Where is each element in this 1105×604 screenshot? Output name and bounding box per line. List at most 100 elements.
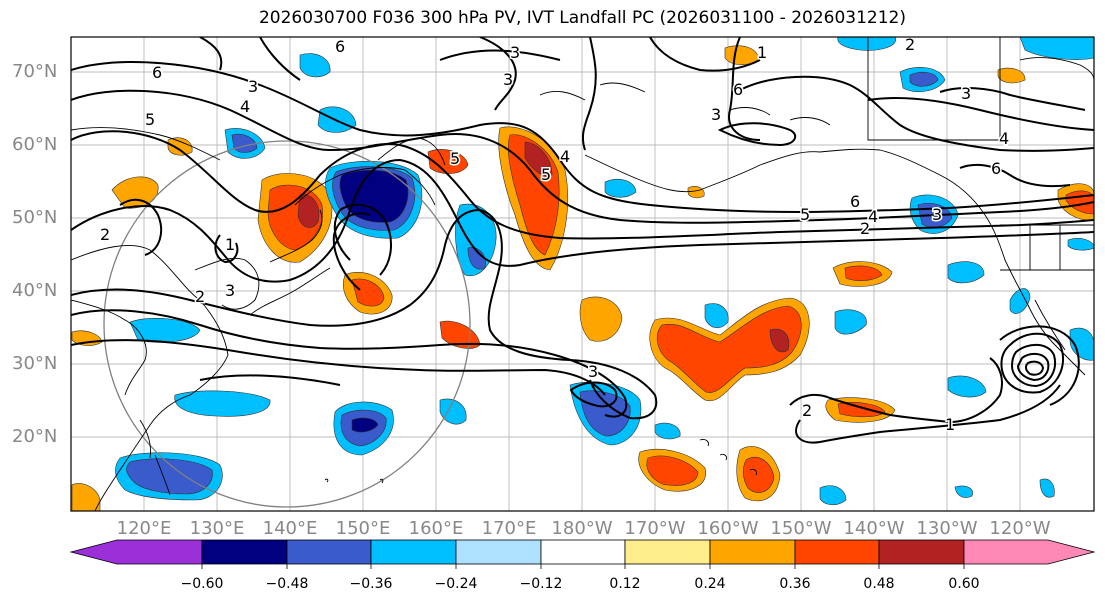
lat-label-40n: 40°N [12, 280, 58, 301]
contour-label: 5 [145, 110, 155, 129]
pv-anomaly-patch [467, 247, 486, 270]
colorbar-segment [286, 539, 372, 565]
pv-anomaly-patch [646, 455, 699, 486]
contour-label: 3 [503, 70, 513, 89]
contour-label: 5 [541, 165, 551, 184]
pv-anomaly-patch [819, 485, 847, 506]
map-panel: 6 3 2 1 5 4 6 3 2 5 3 3 6 4 3 5 3 4 6 5 … [71, 37, 1094, 511]
contour-label: 1 [757, 43, 767, 62]
lon-label: 120°E [116, 518, 172, 539]
colorbar-segment [455, 539, 542, 565]
contour-label: 1 [225, 235, 235, 254]
pv-anomaly-patch [687, 186, 705, 199]
contour-label: 3 [961, 84, 971, 103]
contour-label: 2 [802, 401, 812, 420]
pv-anomaly-patch [111, 176, 159, 209]
lat-label-20n: 20°N [12, 426, 58, 447]
contour-label: 5 [800, 205, 810, 224]
lat-label-70n: 70°N [12, 61, 58, 82]
contour-label: 6 [991, 159, 1001, 178]
lon-label: 170°E [481, 518, 537, 539]
colorbar-tick-label: −0.24 [434, 576, 478, 592]
landfall-region-circle [103, 140, 471, 508]
colorbar-tick-label: −0.12 [519, 576, 563, 592]
pv-anomaly-patch [837, 402, 886, 418]
lat-label-50n: 50°N [12, 207, 58, 228]
colorbar-tick-label: −0.36 [349, 576, 393, 592]
colorbar-segment [69, 539, 203, 565]
contour-label: 3 [510, 43, 520, 62]
colorbar-segment [878, 539, 965, 565]
colorbar-segment [201, 539, 288, 565]
lon-label: 160°E [408, 518, 464, 539]
pv-anomaly-patch [909, 71, 939, 87]
colorbar-tick-label: −0.60 [180, 576, 224, 592]
gridlines [71, 37, 1094, 511]
pv-anomaly-patch [1039, 478, 1055, 498]
pv-anomaly-patch [579, 296, 623, 342]
contour-label: 4 [240, 97, 250, 116]
pv-contours [71, 37, 1094, 444]
pv-anomaly-patch [339, 169, 409, 223]
pv-anomaly-patch [126, 458, 213, 495]
pv-anomaly-patch [947, 375, 987, 398]
colorbar [69, 539, 1096, 569]
lon-label: 140°W [843, 518, 905, 539]
pv-anomaly-patch [1009, 288, 1031, 314]
map-frame [70, 36, 1095, 512]
pv-anomaly-patch [604, 179, 637, 198]
colorbar-segment [794, 539, 880, 565]
lon-label: 180°W [551, 518, 613, 539]
coastlines [71, 37, 1094, 511]
colorbar-segment [540, 539, 626, 565]
pv-anomaly-patch [654, 422, 681, 440]
colorbar-tick-label: 0.36 [779, 576, 811, 592]
pv-anomaly-patch [71, 483, 101, 511]
pv-anomaly-patch [439, 320, 481, 349]
contour-label: 4 [560, 147, 570, 166]
colorbar-tick-label: 0.24 [694, 576, 726, 592]
contour-label: 4 [999, 129, 1009, 148]
pv-anomaly-patch [844, 265, 883, 281]
pv-anomaly-patch [742, 456, 775, 493]
pv-anomaly-patch [427, 149, 469, 174]
pv-anomaly-patch [351, 278, 385, 307]
contour-label: 2 [195, 287, 205, 306]
pv-anomaly-patch [947, 261, 985, 284]
contour-label: 1 [945, 415, 955, 434]
colorbar-tick-label: −0.48 [265, 576, 309, 592]
pv-anomaly-patch [769, 328, 790, 353]
lon-label: 130°E [189, 518, 245, 539]
pv-anomaly-patch [297, 194, 320, 228]
contour-label: 6 [733, 80, 743, 99]
contour-label: 6 [335, 37, 345, 56]
pv-anomaly-patch [1069, 327, 1094, 361]
pv-anomaly-patch [299, 53, 331, 78]
pv-anomaly-patch [834, 309, 867, 335]
colorbar-segment [709, 539, 796, 565]
pv-anomaly-patch [167, 137, 193, 156]
pv-anomaly-patch [837, 37, 897, 51]
lon-label: 140°E [262, 518, 318, 539]
contour-label: 2 [100, 225, 110, 244]
lon-label: 150°E [335, 518, 391, 539]
contour-label: 3 [225, 281, 235, 300]
lon-label: 120°W [989, 518, 1051, 539]
contour-label: 4 [868, 207, 878, 226]
colorbar-segment [624, 539, 711, 565]
colorbar-segment [370, 539, 457, 565]
colorbar-segment [963, 539, 1096, 565]
contour-labels: 6 3 2 1 5 4 6 3 2 5 3 3 6 4 3 5 3 4 6 5 … [99, 37, 1011, 436]
contour-label: 3 [588, 362, 598, 381]
contour-label: 3 [248, 77, 258, 96]
pv-anomaly-patch [656, 305, 802, 393]
pv-anomaly-patch [174, 390, 271, 417]
contour-label: 2 [860, 219, 870, 238]
map-title: 2026030700 F036 300 hPa PV, IVT Landfall… [258, 8, 906, 28]
pv-negative-anomalies [115, 37, 1094, 506]
lon-label: 170°W [624, 518, 686, 539]
contour-label: 5 [450, 149, 460, 168]
pv-anomaly-patch [524, 141, 553, 177]
contour-label: 6 [850, 192, 860, 211]
